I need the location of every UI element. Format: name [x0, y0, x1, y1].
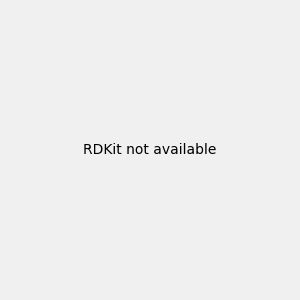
Text: RDKit not available: RDKit not available: [83, 143, 217, 157]
